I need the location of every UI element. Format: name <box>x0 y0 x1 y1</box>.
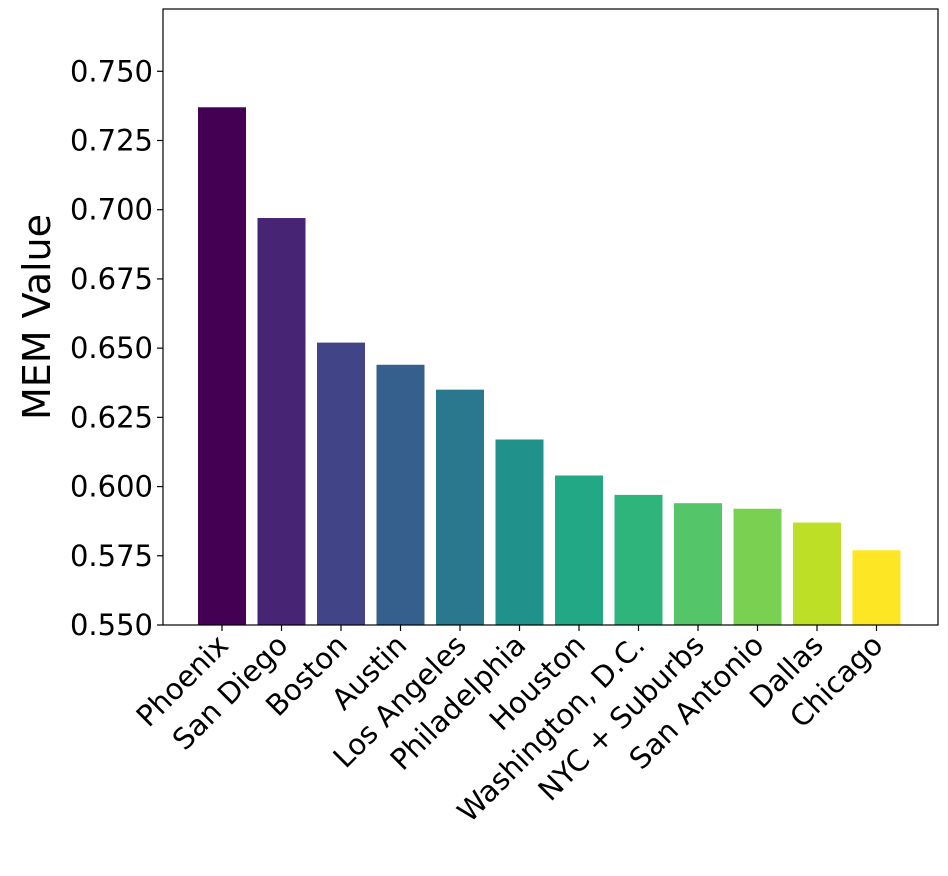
y-tick-label: 0.550 <box>70 608 153 642</box>
plot-frame <box>162 8 939 626</box>
bar-dallas <box>793 522 841 625</box>
y-axis-title: MEM Value <box>15 214 59 420</box>
y-tick-label: 0.725 <box>70 124 153 158</box>
bar-philadelphia <box>495 439 544 625</box>
y-tick-label: 0.700 <box>70 193 153 227</box>
bar-chicago <box>852 550 901 625</box>
bar-washington-d-c <box>614 494 663 625</box>
y-tick-label: 0.650 <box>70 331 153 365</box>
y-tick-label: 0.750 <box>70 54 153 88</box>
bar-boston <box>317 342 365 625</box>
y-tick-label: 0.675 <box>70 262 153 296</box>
bar-san-diego <box>257 218 306 625</box>
bar-phoenix <box>198 107 246 626</box>
bar-nyc-suburbs <box>674 503 722 625</box>
bar-san-antonio <box>733 508 782 625</box>
bar-austin <box>376 364 425 625</box>
bars-layer <box>198 107 901 626</box>
y-axis: 0.550 0.575 0.600 0.625 0.650 0.675 0.700 0.725… <box>70 54 163 642</box>
y-tick-label: 0.575 <box>70 539 153 573</box>
bar-los-angeles <box>436 389 484 625</box>
y-tick-label: 0.625 <box>70 400 153 434</box>
y-tick-label: 0.600 <box>70 470 153 504</box>
bar-houston <box>555 475 603 625</box>
